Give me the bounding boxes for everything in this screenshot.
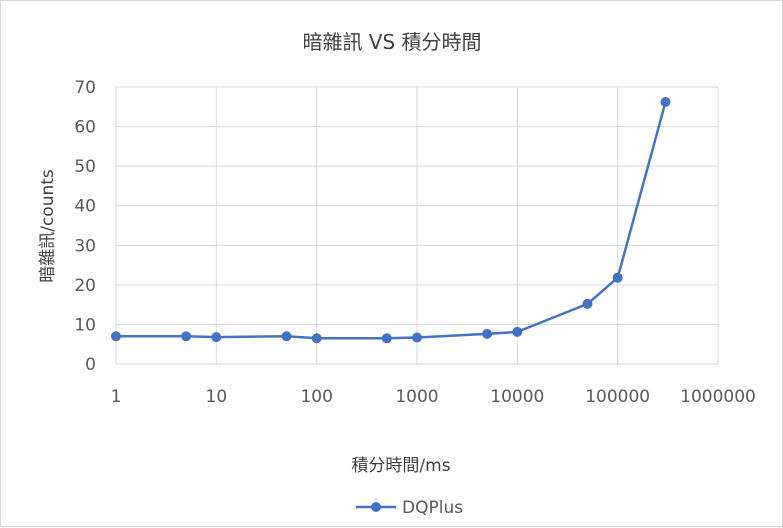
x-axis-label: 積分時間/ms [351, 456, 450, 476]
data-point [582, 298, 593, 309]
y-tick-label: 70 [74, 78, 96, 98]
series-layer [111, 97, 671, 344]
y-tick-label: 20 [74, 276, 96, 296]
gridlines [115, 86, 719, 365]
data-point [281, 331, 292, 342]
data-point [311, 333, 322, 344]
x-tick-label: 100000 [585, 387, 650, 407]
y-tick-label: 10 [74, 315, 96, 335]
x-tick-label: 100 [300, 387, 332, 407]
legend-marker-dqplus [371, 502, 381, 512]
y-tick-label: 30 [74, 236, 96, 256]
x-tick-label: 1 [111, 387, 122, 407]
y-tick-label: 40 [74, 197, 96, 217]
x-axis-ticks: 1 10 100 1000 10000 100000 1000000 [111, 387, 756, 407]
legend: DQPlus [356, 498, 463, 518]
y-axis-ticks: 0 10 20 30 40 50 60 70 [74, 78, 96, 375]
y-tick-label: 50 [74, 157, 96, 177]
y-tick-label: 60 [74, 118, 96, 138]
x-tick-label: 1000000 [680, 387, 756, 407]
x-tick-label: 10 [206, 387, 228, 407]
data-point [612, 272, 623, 283]
y-tick-label: 0 [85, 355, 96, 375]
chart-title: 暗雜訊 VS 積分時間 [302, 30, 481, 54]
data-point [381, 333, 392, 344]
x-tick-label: 1000 [395, 387, 438, 407]
x-tick-label: 10000 [490, 387, 544, 407]
data-point [211, 332, 222, 343]
data-point [111, 331, 121, 342]
legend-label-dqplus: DQPlus [402, 498, 463, 518]
series-line-dqplus [116, 101, 667, 340]
y-axis-label: 暗雜訊/counts [38, 169, 58, 283]
data-point [512, 326, 523, 337]
data-point [412, 332, 422, 343]
data-point [482, 328, 493, 339]
data-point [181, 331, 192, 342]
data-point [660, 97, 671, 107]
